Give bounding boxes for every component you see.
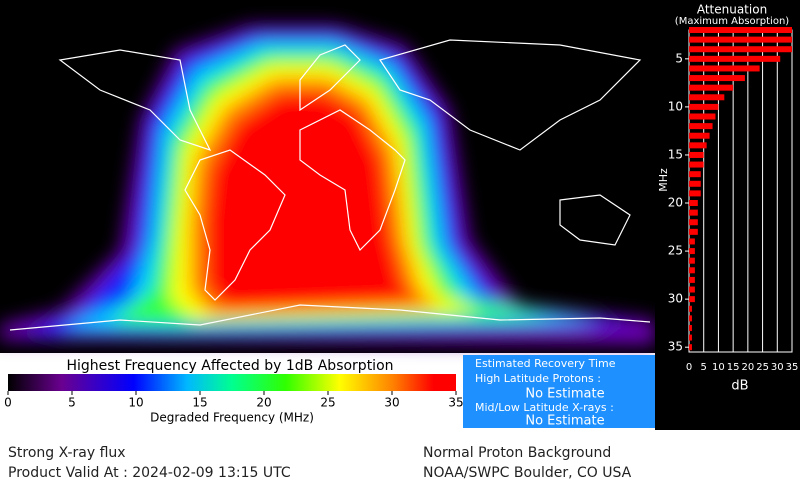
- bar: [689, 142, 707, 149]
- colorbar-tick-label: 10: [128, 396, 143, 410]
- colorbar-tick-label: 20: [256, 396, 271, 410]
- footer-text: Strong X-ray flux: [8, 445, 126, 461]
- bar: [689, 103, 719, 110]
- bar: [689, 315, 692, 322]
- colorbar: [8, 374, 456, 391]
- y-tick-label: 5: [675, 51, 683, 65]
- colorbar-tick-label: 5: [68, 396, 76, 410]
- bar: [689, 65, 760, 72]
- colorbar-tick-label: 35: [448, 396, 463, 410]
- x-tick-label: 20: [741, 362, 754, 373]
- x-tick-label: 5: [701, 362, 707, 373]
- bar: [689, 151, 704, 158]
- bar: [689, 46, 792, 53]
- coastlines: [9, 39, 651, 331]
- colorbar-tick-label: 30: [384, 396, 399, 410]
- recovery-label: High Latitude Protons :: [475, 372, 601, 385]
- bar: [689, 267, 695, 274]
- bar: [689, 200, 698, 207]
- y-tick-label: 15: [668, 147, 683, 161]
- bar: [689, 324, 692, 331]
- colorbar-tick-label: 25: [320, 396, 335, 410]
- x-tick-label: 15: [727, 362, 740, 373]
- x-tick-label: 0: [686, 362, 692, 373]
- x-tick-label: 25: [756, 362, 769, 373]
- x-tick-label: 35: [786, 362, 799, 373]
- y-axis-label: MHz: [657, 168, 670, 192]
- bar: [689, 180, 701, 187]
- y-tick-label: 10: [668, 99, 683, 113]
- bar: [689, 248, 695, 255]
- x-tick-label: 30: [771, 362, 784, 373]
- bar: [689, 238, 695, 245]
- x-tick-label: 10: [712, 362, 725, 373]
- chart-subtitle: (Maximum Absorption): [675, 16, 789, 27]
- bar: [689, 276, 695, 283]
- bar: [689, 228, 698, 235]
- bar: [689, 286, 695, 293]
- recovery-box: [463, 355, 655, 428]
- colorbar-tick-label: 0: [4, 396, 12, 410]
- chart-title: Attenuation: [697, 3, 767, 17]
- recovery-label: Mid/Low Latitude X-rays :: [475, 401, 614, 414]
- bar: [689, 94, 725, 101]
- bar: [689, 36, 792, 43]
- colorbar-label: Degraded Frequency (MHz): [150, 411, 314, 425]
- x-axis-label: dB: [731, 379, 748, 394]
- recovery-title: Estimated Recovery Time: [475, 357, 616, 370]
- bar: [689, 161, 704, 168]
- bar: [689, 75, 745, 82]
- bar: [689, 171, 701, 178]
- bar: [689, 123, 713, 130]
- bar: [689, 113, 716, 120]
- footer-text: Normal Proton Background: [423, 445, 611, 461]
- footer-text: NOAA/SWPC Boulder, CO USA: [423, 465, 632, 481]
- bar: [689, 334, 692, 341]
- bar: [689, 84, 734, 91]
- bar: [689, 344, 692, 351]
- footer-text: Product Valid At : 2024-02-09 13:15 UTC: [8, 465, 291, 481]
- bar: [689, 296, 695, 303]
- bar: [689, 27, 792, 33]
- bar: [689, 305, 692, 312]
- recovery-value: No Estimate: [525, 414, 604, 429]
- bar: [689, 190, 701, 197]
- y-tick-label: 25: [668, 244, 683, 258]
- y-tick-label: 20: [668, 196, 683, 210]
- bar: [689, 55, 781, 62]
- bar: [689, 257, 695, 264]
- recovery-value: No Estimate: [525, 387, 604, 402]
- absorption-overlay: [0, 25, 655, 345]
- bar: [689, 209, 698, 216]
- bar: [689, 219, 698, 226]
- bar: [689, 132, 710, 139]
- y-tick-label: 35: [668, 340, 683, 354]
- plot-frame: [688, 29, 793, 353]
- colorbar-title: Highest Frequency Affected by 1dB Absorp…: [66, 358, 393, 374]
- y-tick-label: 30: [668, 292, 683, 306]
- colorbar-tick-label: 15: [192, 396, 207, 410]
